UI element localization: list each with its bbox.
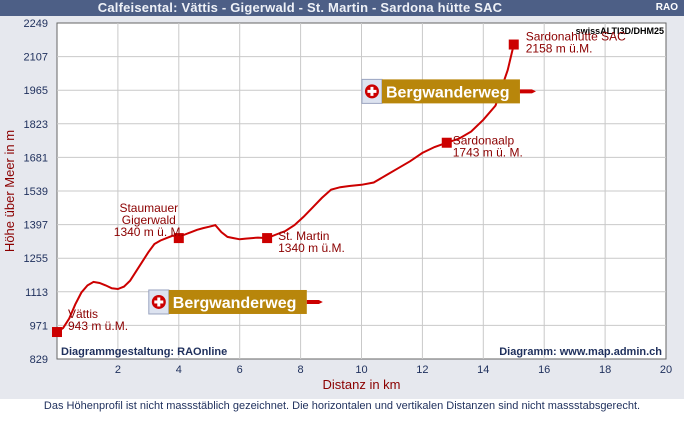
waypoint-name: Sardonaalp xyxy=(453,134,515,148)
title-bar: Calfeisental: Vättis - Gigerwald - St. M… xyxy=(0,0,684,16)
y-tick-label: 1397 xyxy=(24,220,48,232)
elevation-profile-line xyxy=(56,44,515,333)
y-tick-label: 1539 xyxy=(24,186,48,198)
waypoint-name: St. Martin xyxy=(278,229,329,243)
y-tick-label: 971 xyxy=(30,320,48,332)
elevation-chart: 8299711113125513971539168118231965210722… xyxy=(2,18,672,392)
y-tick-label: 1823 xyxy=(24,119,48,131)
y-tick-label: 2249 xyxy=(24,18,48,30)
x-tick-label: 18 xyxy=(599,364,611,376)
credit-left: Diagrammgestaltung: RAOnline xyxy=(61,346,227,358)
y-axis-label: Höhe über Meer in m xyxy=(2,130,17,252)
waypoint-marker xyxy=(262,233,273,244)
sign-panel xyxy=(168,289,307,314)
x-tick-label: 6 xyxy=(237,364,243,376)
swiss-cross-h xyxy=(367,89,377,93)
footer-note: Das Höhenprofil ist nicht massstäblich g… xyxy=(0,399,684,421)
waypoint-marker xyxy=(173,233,184,244)
x-tick-label: 4 xyxy=(176,364,182,376)
sign-arrow xyxy=(519,89,536,94)
x-tick-label: 8 xyxy=(298,364,304,376)
x-tick-label: 20 xyxy=(660,364,672,376)
x-axis-label: Distanz in km xyxy=(322,377,400,392)
sign-panel xyxy=(381,79,520,104)
chart-title: Calfeisental: Vättis - Gigerwald - St. M… xyxy=(97,0,503,15)
y-tick-label: 2107 xyxy=(24,52,48,64)
waypoint-elevation: 1340 m ü.M. xyxy=(278,241,345,255)
x-tick-label: 10 xyxy=(355,364,367,376)
source-label: swissALTI3D/DHM25 xyxy=(576,26,664,36)
x-tick-label: 14 xyxy=(477,364,489,376)
waypoint-marker xyxy=(441,137,452,148)
waypoint-name: Vättis xyxy=(68,307,98,321)
waypoint-name: Staumauer xyxy=(119,201,178,215)
waypoint-name: Gigerwald xyxy=(122,213,176,227)
credit-right: Diagramm: www.map.admin.ch xyxy=(499,346,662,358)
waypoint-marker xyxy=(508,39,519,50)
brand-label: RAO xyxy=(655,2,678,13)
waypoint-marker xyxy=(52,327,62,338)
waypoint-elevation: 2158 m ü.M. xyxy=(526,42,593,56)
waypoint-elevation: 1743 m ü. M. xyxy=(453,146,523,160)
waypoint-elevation: 943 m ü.M. xyxy=(68,319,128,333)
y-tick-label: 1965 xyxy=(24,85,48,97)
x-tick-label: 2 xyxy=(115,364,121,376)
y-tick-label: 1113 xyxy=(25,287,48,299)
waypoint-name: Sardonahütte SAC xyxy=(526,30,626,44)
x-tick-label: 12 xyxy=(416,364,428,376)
sign-arrow xyxy=(306,299,323,304)
sign-text: Bergwanderweg xyxy=(173,295,297,312)
y-tick-label: 1681 xyxy=(24,152,48,164)
y-tick-label: 1255 xyxy=(24,253,48,265)
swiss-cross-h xyxy=(154,300,164,304)
waypoint-elevation: 1340 m ü. M. xyxy=(114,225,184,239)
x-tick-label: 16 xyxy=(538,364,550,376)
sign-text: Bergwanderweg xyxy=(386,84,510,101)
y-tick-label: 829 xyxy=(30,354,48,366)
